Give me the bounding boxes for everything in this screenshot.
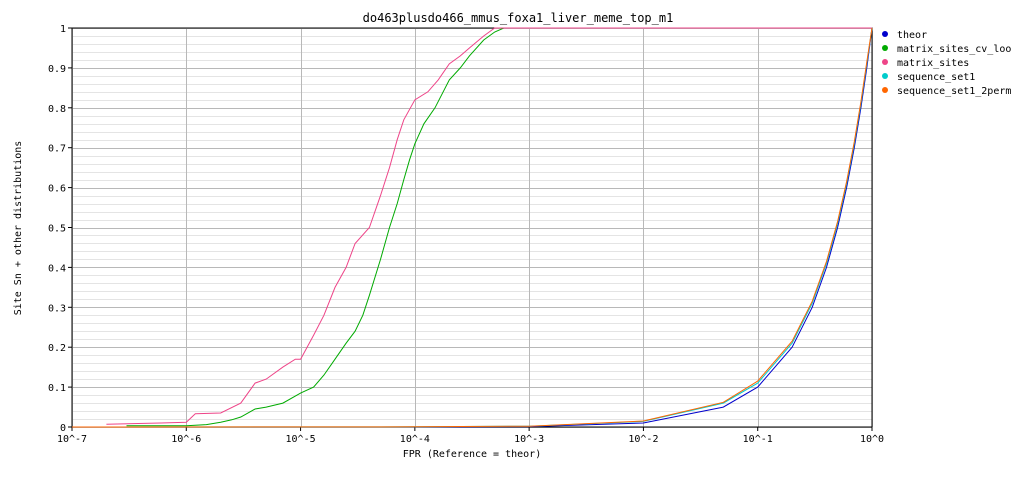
- x-tick-label: 10^0: [860, 434, 884, 445]
- y-tick-label: 0.8: [48, 104, 66, 115]
- y-tick-label: 0.2: [48, 343, 66, 354]
- x-tick-label: 10^-6: [171, 434, 201, 445]
- y-tick-label: 0.9: [48, 64, 66, 75]
- y-tick-label: 0.6: [48, 184, 66, 195]
- y-tick-label: 0.7: [48, 144, 66, 155]
- grid-minor-lines: [72, 36, 872, 420]
- y-tick-label: 0.5: [48, 224, 66, 235]
- x-tick-label: 10^-5: [286, 434, 316, 445]
- x-axis-ticks: 10^-7 10^-6 10^-5 10^-4 10^-3 10^-2 10^-1 10^0: [57, 427, 884, 445]
- y-axis-ticks: 0 0.1 0.2 0.3 0.4 0.5 0.6 0.7 0.8 0.9 1: [48, 24, 72, 434]
- legend-marker: [882, 59, 888, 65]
- series-line-theor: [72, 27, 873, 428]
- grid-major-lines: [72, 28, 873, 428]
- legend-marker: [882, 87, 888, 93]
- y-tick-label: 0: [60, 423, 66, 434]
- y-tick-label: 0.1: [48, 383, 66, 394]
- x-axis-title: FPR (Reference = theor): [403, 449, 541, 460]
- series-layer: [71, 27, 873, 428]
- x-tick-label: 10^-4: [400, 434, 430, 445]
- x-tick-label: 10^-1: [743, 434, 773, 445]
- series-line-sequence-set1-2perm: [71, 27, 873, 428]
- legend-label: sequence_set1_2perm: [897, 86, 1011, 97]
- legend-marker: [882, 45, 888, 51]
- legend-label: matrix_sites: [897, 58, 969, 69]
- legend-label: matrix_sites_cv_loo: [897, 44, 1011, 55]
- legend-label: theor: [897, 30, 927, 41]
- x-tick-label: 10^-7: [57, 434, 87, 445]
- legend-marker: [882, 31, 888, 37]
- series-line-matrix-sites-cv-loo: [126, 27, 872, 427]
- plot-frame: [71, 27, 873, 428]
- legend-label: sequence_set1: [897, 72, 975, 83]
- y-tick-label: 0.3: [48, 303, 66, 314]
- y-axis-title: Site Sn + other distributions: [13, 141, 24, 316]
- chart-title: do463plusdo466_mmus_foxa1_liver_meme_top…: [363, 11, 674, 25]
- series-line-matrix-sites: [106, 27, 872, 425]
- y-tick-label: 0.4: [48, 263, 66, 274]
- legend: theor matrix_sites_cv_loo matrix_sitessequ…: [882, 30, 1011, 97]
- y-tick-label: 1: [60, 24, 66, 35]
- legend-marker: [882, 73, 888, 79]
- x-tick-label: 10^-3: [514, 434, 544, 445]
- series-line-sequence-set1: [71, 27, 873, 428]
- x-tick-label: 10^-2: [628, 434, 658, 445]
